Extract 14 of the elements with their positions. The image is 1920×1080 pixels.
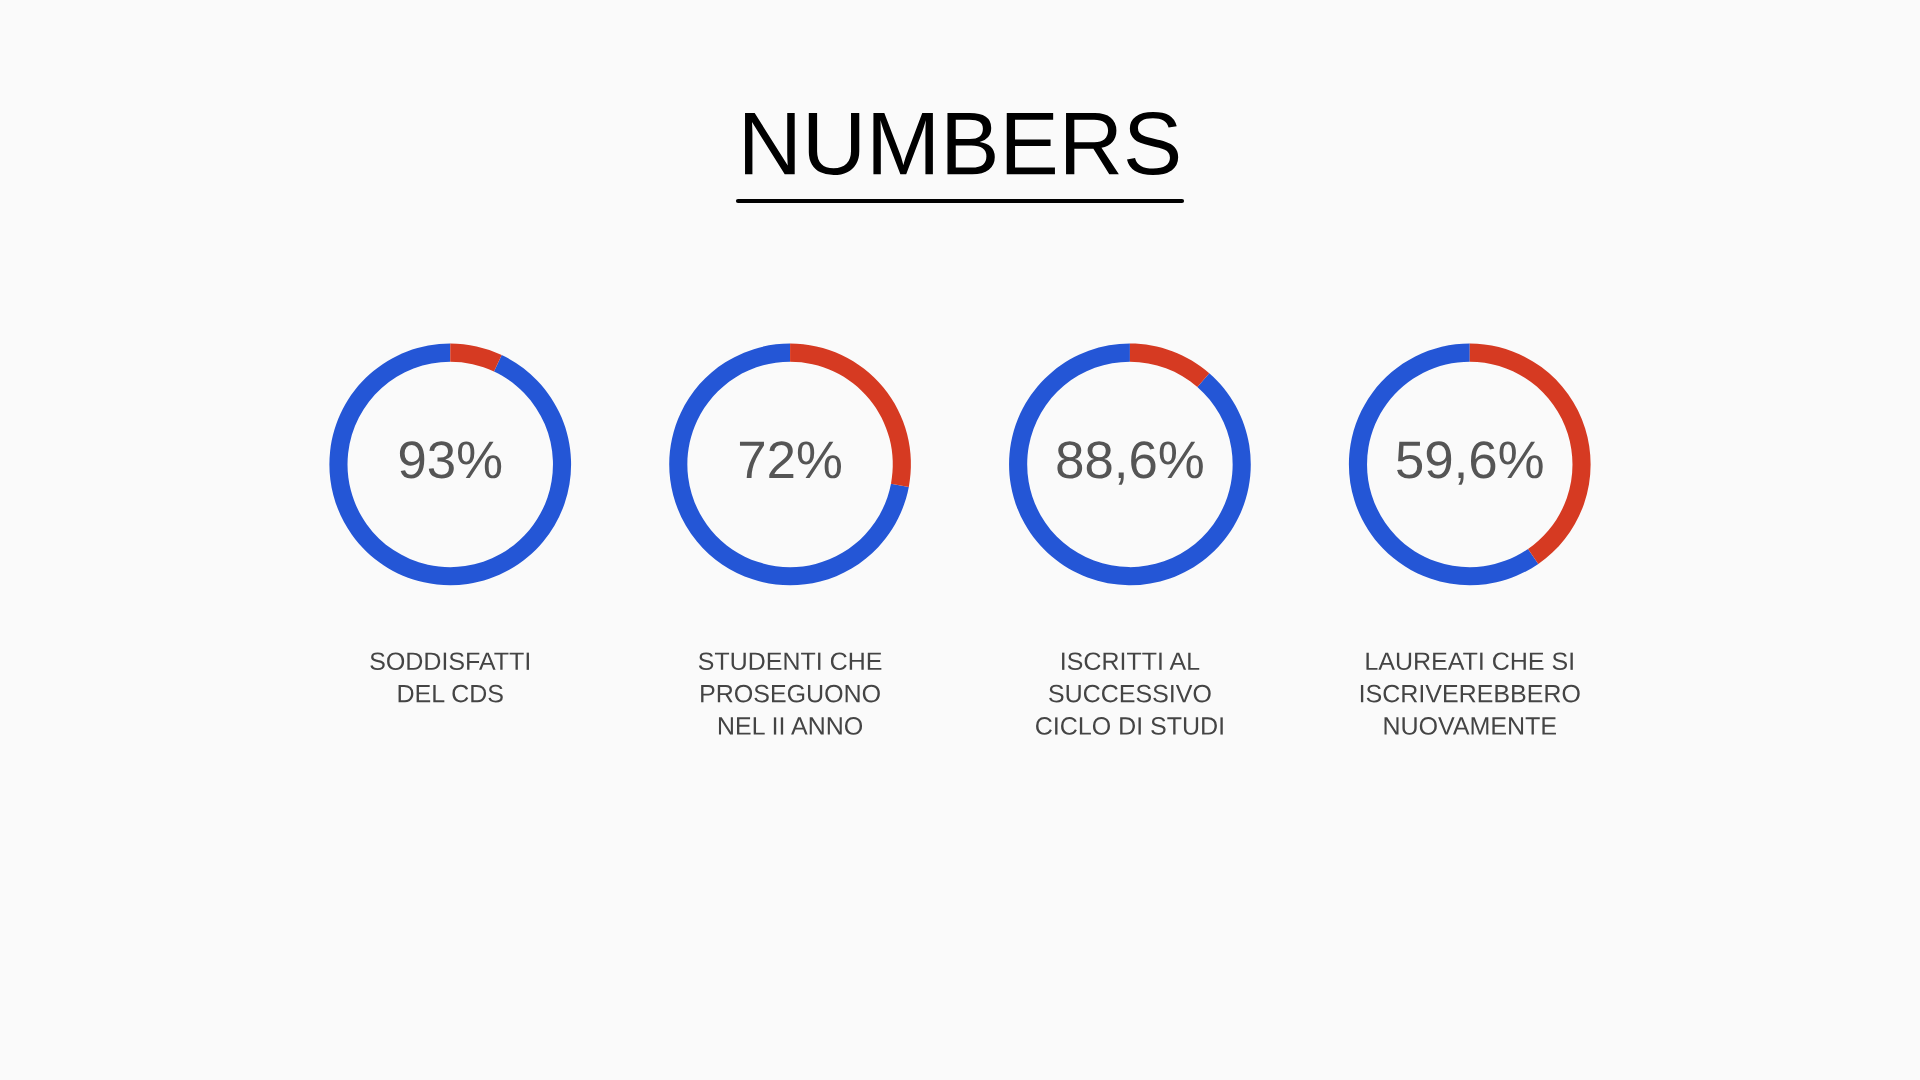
text: STUDENTI CHE PROSEGUONO NEL II ANNO xyxy=(698,652,882,735)
data-label: 72% xyxy=(739,441,842,479)
text: LAUREATI CHE SI ISCRIVEREBBERO NUOVAMENTE xyxy=(1360,652,1580,735)
text: NUMBERS xyxy=(745,112,1179,176)
text: ISCRITTI AL SUCCESSIVO CICLO DI STUDI xyxy=(1036,652,1223,735)
donut-slice xyxy=(450,343,502,372)
donut-slice xyxy=(1129,343,1210,387)
data-label: 93% xyxy=(399,441,502,479)
donut-slice xyxy=(329,343,572,586)
donut-slice xyxy=(669,343,909,586)
data-label: 88,6% xyxy=(1057,441,1203,485)
text: SODDISFATTI DEL CDS xyxy=(370,652,529,703)
data-label: 59,6% xyxy=(1397,441,1543,485)
donut-slice xyxy=(1009,343,1251,586)
